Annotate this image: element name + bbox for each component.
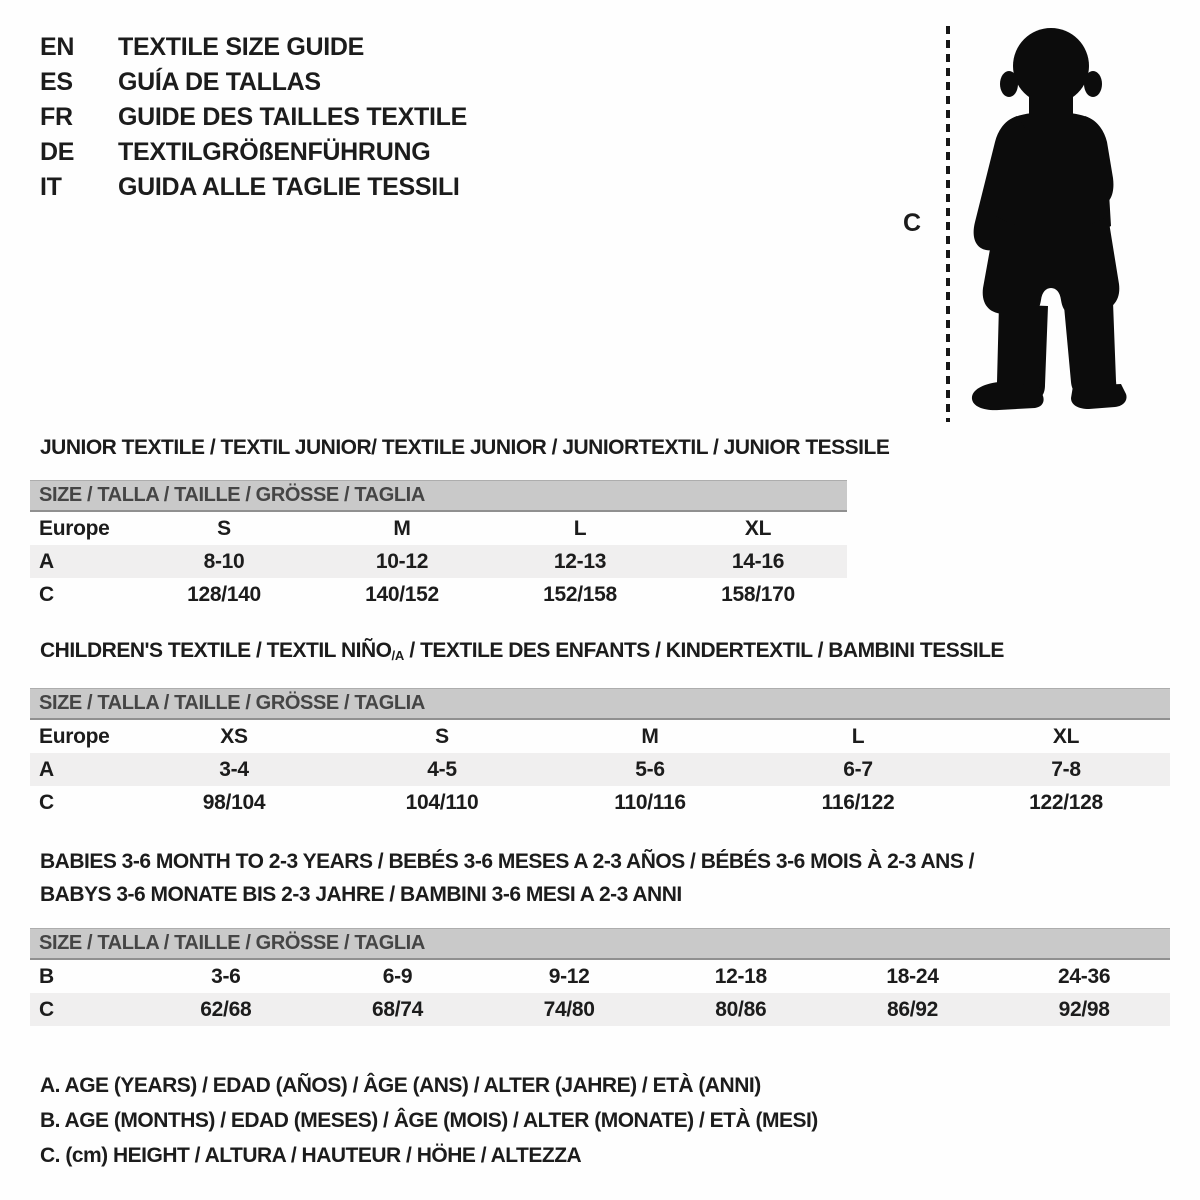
children-section-title: CHILDREN'S TEXTILE / TEXTIL NIÑO/A / TEX… (40, 638, 1004, 666)
table-cell: 74/80 (543, 997, 595, 1021)
lang-row-en: EN TEXTILE SIZE GUIDE (40, 30, 467, 65)
table-cell: 14-16 (731, 549, 785, 573)
children-size-table: SIZE / TALLA / TAILLE / GRÖSSE / TAGLIA … (30, 688, 1170, 819)
junior-size-header: SIZE / TALLA / TAILLE / GRÖSSE / TAGLIA (30, 480, 847, 512)
table-cell: 7-8 (1051, 757, 1081, 781)
table-cell: 18-24 (886, 964, 939, 988)
table-cell: 92/98 (1058, 997, 1110, 1021)
babies-title-line1: BABIES 3-6 MONTH TO 2-3 YEARS / BEBÉS 3-… (40, 850, 975, 873)
legend-line-a: A. AGE (YEARS) / EDAD (AÑOS) / ÂGE (ANS)… (40, 1074, 761, 1097)
table-cell: 6-9 (382, 964, 413, 988)
table-row-europe: Europe XS S M L XL (30, 720, 1170, 753)
table-cell: 8-10 (203, 549, 245, 573)
table-cell: 62/68 (200, 997, 252, 1021)
table-cell: 5-6 (635, 757, 665, 781)
table-cell: 80/86 (715, 997, 767, 1021)
table-cell: 12-18 (714, 964, 768, 988)
lang-row-it: IT GUIDA ALLE TAGLIE TESSILI (40, 170, 467, 205)
table-cell: 128/140 (187, 582, 261, 606)
table-cell: 140/152 (365, 582, 439, 606)
guide-title-en: TEXTILE SIZE GUIDE (118, 33, 365, 61)
table-row-age: A 8-10 10-12 12-13 14-16 (30, 545, 847, 578)
legend-line-c: C. (cm) HEIGHT / ALTURA / HAUTEUR / HÖHE… (40, 1144, 582, 1167)
children-size-header: SIZE / TALLA / TAILLE / GRÖSSE / TAGLIA (30, 688, 1170, 720)
row-label: Europe (39, 516, 110, 540)
table-row-height: C 128/140 140/152 152/158 158/170 (30, 578, 847, 611)
table-cell: 24-36 (1058, 964, 1111, 988)
table-cell: 3-4 (219, 757, 249, 781)
guide-title-it: GUIDA ALLE TAGLIE TESSILI (118, 173, 460, 201)
table-cell: L (573, 516, 587, 540)
height-measure-label: C (903, 209, 921, 237)
table-cell: L (851, 724, 865, 748)
lang-code: IT (40, 173, 62, 201)
table-row-height: C 62/68 68/74 74/80 80/86 86/92 92/98 (30, 993, 1170, 1026)
measurement-legend: A. AGE (YEARS) / EDAD (AÑOS) / ÂGE (ANS)… (40, 1068, 818, 1173)
height-measure-dashed-line (946, 26, 950, 422)
junior-size-table: SIZE / TALLA / TAILLE / GRÖSSE / TAGLIA … (30, 480, 847, 611)
table-cell: 10-12 (375, 549, 429, 573)
language-title-list: EN TEXTILE SIZE GUIDE ES GUÍA DE TALLAS FR… (40, 30, 467, 205)
guide-title-fr: GUIDE DES TAILLES TEXTILE (118, 103, 468, 131)
table-cell: 12-13 (553, 549, 607, 573)
table-cell: M (641, 724, 659, 748)
children-title-subscript: /A (391, 648, 405, 663)
babies-title-line2: BABYS 3-6 MONATE BIS 2-3 JAHRE / BAMBINI… (40, 883, 682, 906)
table-cell: 9-12 (548, 964, 590, 988)
babies-size-header: SIZE / TALLA / TAILLE / GRÖSSE / TAGLIA (30, 928, 1170, 960)
table-cell: 86/92 (886, 997, 939, 1021)
table-cell: 152/158 (543, 582, 617, 606)
table-cell: 68/74 (371, 997, 424, 1021)
table-cell: 4-5 (427, 757, 457, 781)
guide-title-es: GUÍA DE TALLAS (118, 68, 321, 96)
row-label: C (39, 997, 54, 1021)
children-title-prefix: CHILDREN'S TEXTILE / TEXTIL NIÑO (40, 639, 392, 662)
table-cell: M (393, 516, 411, 540)
lang-code: EN (40, 33, 75, 61)
legend-line-b: B. AGE (MONTHS) / EDAD (MESES) / ÂGE (MO… (40, 1109, 818, 1132)
table-row-europe: Europe S M L XL (30, 512, 847, 545)
row-label: B (39, 964, 54, 988)
table-row-months: B 3-6 6-9 9-12 12-18 18-24 24-36 (30, 960, 1170, 993)
row-label: C (39, 582, 54, 606)
toddler-silhouette-icon (971, 28, 1127, 411)
table-cell: XS (220, 724, 248, 748)
table-cell: S (217, 516, 231, 540)
babies-section-title: BABIES 3-6 MONTH TO 2-3 YEARS / BEBÉS 3-… (40, 845, 980, 911)
table-cell: 110/116 (614, 790, 686, 814)
table-row-height: C 98/104 104/110 110/116 116/122 122/128 (30, 786, 1170, 819)
junior-section-title: JUNIOR TEXTILE / TEXTIL JUNIOR/ TEXTILE … (40, 436, 890, 459)
table-cell: 3-6 (211, 964, 241, 988)
table-cell: 98/104 (202, 790, 266, 814)
table-cell: 6-7 (843, 757, 873, 781)
lang-code: FR (40, 103, 73, 131)
lang-row-es: ES GUÍA DE TALLAS (40, 65, 467, 100)
lang-row-de: DE TEXTILGRÖßENFÜHRUNG (40, 135, 467, 170)
babies-size-table: SIZE / TALLA / TAILLE / GRÖSSE / TAGLIA … (30, 928, 1170, 1026)
row-label: C (39, 790, 54, 814)
row-label: Europe (39, 724, 110, 748)
children-title-suffix: / TEXTILE DES ENFANTS / KINDERTEXTIL / B… (404, 639, 1004, 662)
table-cell: 158/170 (721, 582, 795, 606)
table-cell: 122/128 (1029, 790, 1103, 814)
table-row-age: A 3-4 4-5 5-6 6-7 7-8 (30, 753, 1170, 786)
lang-row-fr: FR GUIDE DES TAILLES TEXTILE (40, 100, 467, 135)
table-cell: 104/110 (405, 790, 479, 814)
table-cell: XL (1052, 724, 1080, 748)
table-cell: 116/122 (821, 790, 895, 814)
lang-code: ES (40, 68, 73, 96)
guide-title-de: TEXTILGRÖßENFÜHRUNG (118, 138, 431, 166)
table-cell: XL (744, 516, 772, 540)
table-cell: S (435, 724, 449, 748)
row-label: A (39, 549, 54, 573)
lang-code: DE (40, 138, 75, 166)
row-label: A (39, 757, 54, 781)
